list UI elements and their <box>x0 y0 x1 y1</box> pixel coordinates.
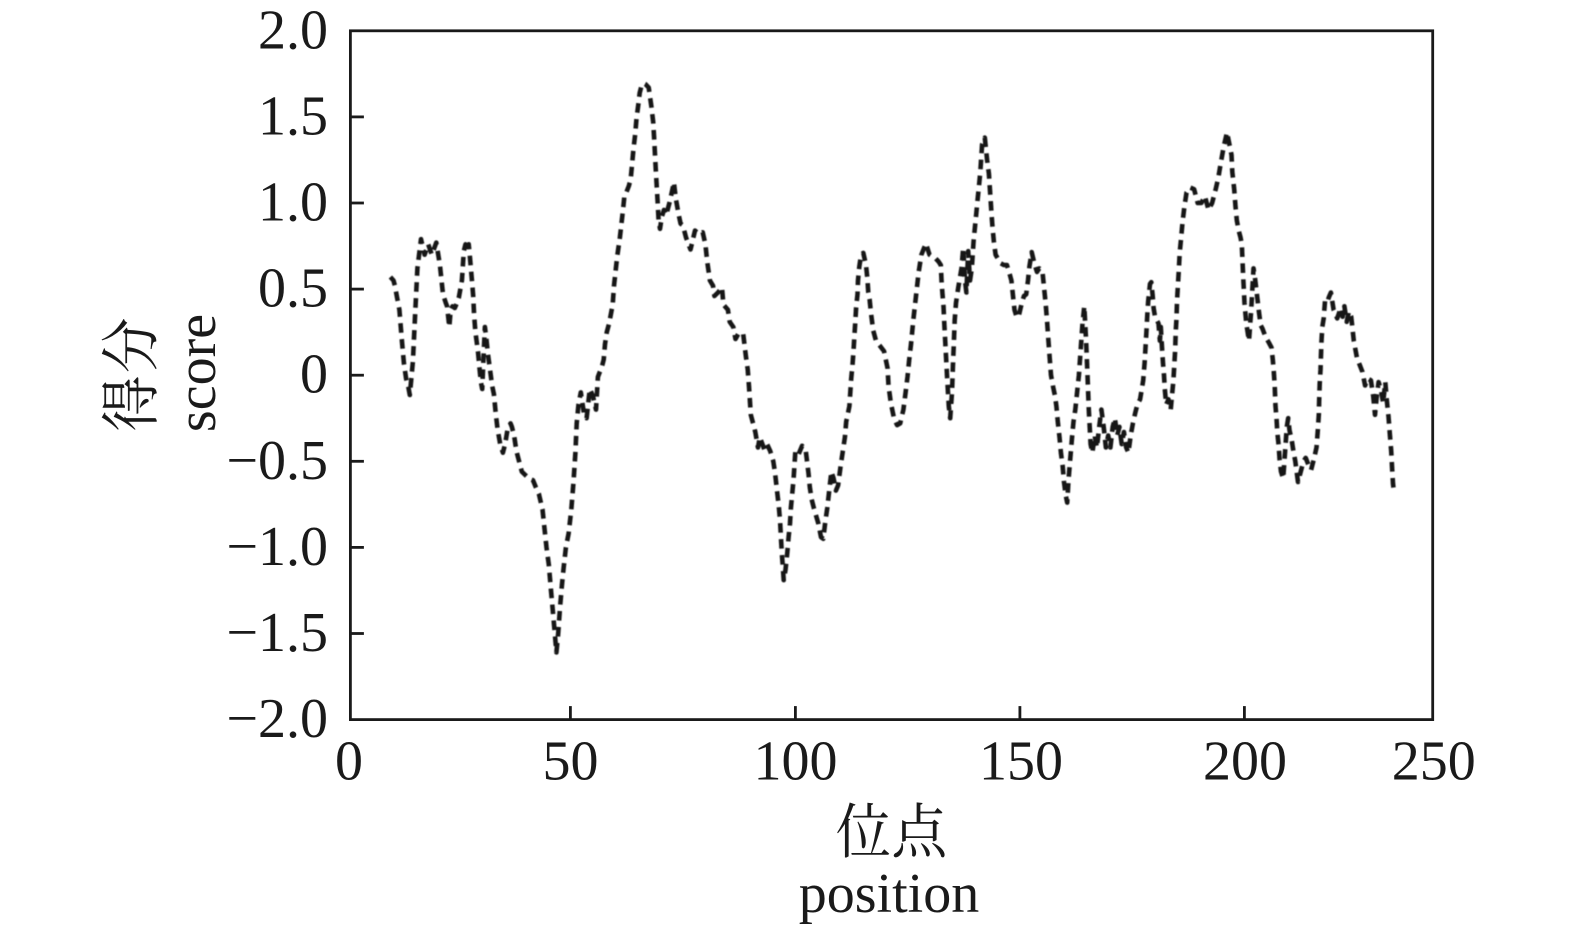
svg-text:1.0: 1.0 <box>258 172 328 234</box>
svg-text:100: 100 <box>754 731 838 793</box>
svg-text:0: 0 <box>300 344 328 406</box>
svg-text:score: score <box>166 314 228 432</box>
svg-text:1.5: 1.5 <box>258 85 328 147</box>
svg-text:150: 150 <box>979 731 1063 793</box>
svg-text:−0.5: −0.5 <box>226 430 328 492</box>
svg-text:0.5: 0.5 <box>258 258 328 320</box>
svg-text:−1.5: −1.5 <box>226 602 328 664</box>
svg-text:0: 0 <box>335 731 363 793</box>
svg-text:250: 250 <box>1392 731 1476 793</box>
svg-text:50: 50 <box>543 731 599 793</box>
svg-text:position: position <box>799 863 979 925</box>
svg-text:−1.0: −1.0 <box>226 516 328 578</box>
svg-text:−2.0: −2.0 <box>226 688 328 750</box>
svg-text:2.0: 2.0 <box>258 0 328 61</box>
svg-text:200: 200 <box>1203 731 1287 793</box>
